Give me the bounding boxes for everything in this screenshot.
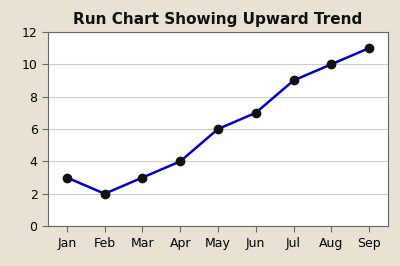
Title: Run Chart Showing Upward Trend: Run Chart Showing Upward Trend	[73, 12, 363, 27]
